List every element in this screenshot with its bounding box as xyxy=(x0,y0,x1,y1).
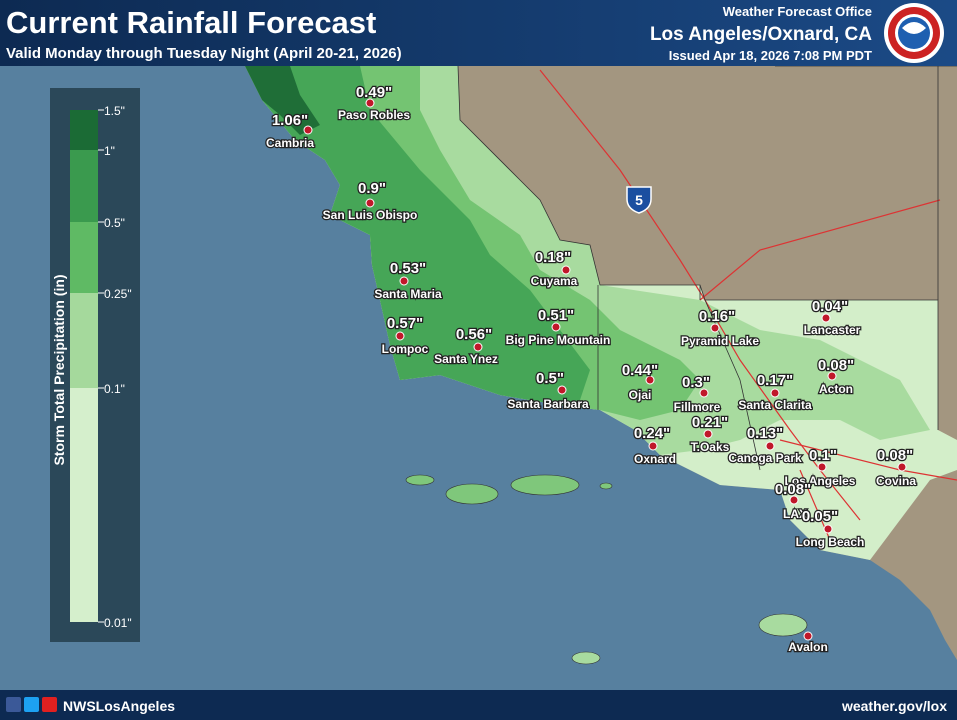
rain-amount: 0.53" xyxy=(390,260,426,277)
city-name: Cambria xyxy=(266,136,314,150)
city-name: Avalon xyxy=(788,640,828,654)
rain-amount: 0.13" xyxy=(747,425,783,442)
rain-amount: 1.06" xyxy=(272,112,308,129)
rain-amount: 0.04" xyxy=(812,298,848,315)
office: Weather Forecast Office xyxy=(723,4,872,19)
legend-swatch xyxy=(70,388,98,622)
city-dot xyxy=(365,98,375,108)
legend-swatch xyxy=(70,222,98,293)
interstate-shield: 5 xyxy=(626,186,652,214)
issued: Issued Apr 18, 2026 7:08 PM PDT xyxy=(669,48,872,63)
rain-amount: 0.9" xyxy=(358,180,386,197)
rain-amount: 0.08" xyxy=(818,357,854,374)
city-name: Canoga Park xyxy=(728,451,802,465)
city-name: Santa Barbara xyxy=(507,397,589,411)
rain-amount: 0.57" xyxy=(387,315,423,332)
city-dot xyxy=(710,323,720,333)
city-name: Oxnard xyxy=(634,452,676,466)
rain-amount: 0.08" xyxy=(877,447,913,464)
legend-swatch xyxy=(70,110,98,150)
footer-handle: NWSLosAngeles xyxy=(63,698,175,714)
city-name: Ojai xyxy=(629,388,652,402)
legend-swatch xyxy=(70,150,98,222)
footer-url: weather.gov/lox xyxy=(841,698,947,714)
subtitle: Valid Monday through Tuesday Night (Apri… xyxy=(6,45,402,62)
rain-amount: 0.3" xyxy=(682,374,710,391)
city-dot xyxy=(817,462,827,472)
city-name: San Luis Obispo xyxy=(323,208,418,222)
city-name: Acton xyxy=(819,382,853,396)
rain-zone-1 xyxy=(245,66,320,135)
city-dot xyxy=(770,388,780,398)
rain-zone-0.5 xyxy=(245,66,590,405)
rain-amount: 0.1" xyxy=(809,447,837,464)
legend-tick-label: 0.5" xyxy=(104,216,125,230)
rain-amount: 0.21" xyxy=(692,414,728,431)
islands xyxy=(405,474,808,665)
legend-tick-label: 0.1" xyxy=(104,382,125,396)
city-dot xyxy=(399,276,409,286)
city-dot xyxy=(473,342,483,352)
city-name: Fillmore xyxy=(674,400,721,414)
city-name: Long Beach xyxy=(796,535,865,549)
city-dot xyxy=(395,331,405,341)
rain-amount: 0.56" xyxy=(456,326,492,343)
social-icons xyxy=(6,697,57,712)
rain-amount: 0.18" xyxy=(535,249,571,266)
legend-tick-label: 1.5" xyxy=(104,104,125,118)
title: Current Rainfall Forecast xyxy=(6,5,376,40)
city-name: Los Angeles xyxy=(785,474,856,488)
city-name: Covina xyxy=(876,474,916,488)
city-dot xyxy=(365,198,375,208)
legend-label: Storm Total Precipitation (in) xyxy=(51,274,67,465)
footer-bar xyxy=(0,690,957,720)
rain-amount: 0.05" xyxy=(802,508,838,525)
city-dot xyxy=(645,375,655,385)
city-name: Santa Clarita xyxy=(738,398,812,412)
city-name: Lompoc xyxy=(382,342,429,356)
city-dot xyxy=(821,313,831,323)
rain-amount: 0.49" xyxy=(356,84,392,101)
roads xyxy=(539,69,957,541)
city-name: Pyramid Lake xyxy=(681,334,759,348)
route-number: 5 xyxy=(635,192,643,208)
city-dot xyxy=(827,371,837,381)
rain-amount: 0.51" xyxy=(538,307,574,324)
city-name: Santa Maria xyxy=(374,287,442,301)
city-dot xyxy=(789,495,799,505)
city-dot xyxy=(557,385,567,395)
city-name: Cuyama xyxy=(531,274,578,288)
city-dot xyxy=(648,441,658,451)
rain-amount: 0.5" xyxy=(536,370,564,387)
city-name: Lancaster xyxy=(804,323,861,337)
header-bar xyxy=(0,0,957,66)
city-dot xyxy=(703,429,713,439)
city-dot xyxy=(765,441,775,451)
city-dot xyxy=(551,322,561,332)
rain-amount: 0.44" xyxy=(622,362,658,379)
city-dot xyxy=(699,388,709,398)
legend-tick-label: 0.01" xyxy=(104,616,132,630)
rain-amount: 0.17" xyxy=(757,372,793,389)
city-dot xyxy=(897,462,907,472)
rain-amount: 0.16" xyxy=(699,308,735,325)
city-name: LAX xyxy=(783,507,807,521)
city-name: T.Oaks xyxy=(691,440,730,454)
city-dot xyxy=(823,524,833,534)
city-name: Paso Robles xyxy=(338,108,410,122)
location: Los Angeles/Oxnard, CA xyxy=(650,24,872,45)
city-dot xyxy=(561,265,571,275)
legend-tick-label: 1" xyxy=(104,144,115,158)
nws-logo xyxy=(884,3,944,63)
city-dot xyxy=(803,631,813,641)
legend-tick-label: 0.25" xyxy=(104,287,132,301)
legend-swatch xyxy=(70,293,98,388)
city-dot xyxy=(303,125,313,135)
city-name: Santa Ynez xyxy=(434,352,498,366)
city-name: Big Pine Mountain xyxy=(506,333,611,347)
rain-amount: 0.08" xyxy=(775,481,811,498)
rain-amount: 0.24" xyxy=(634,425,670,442)
